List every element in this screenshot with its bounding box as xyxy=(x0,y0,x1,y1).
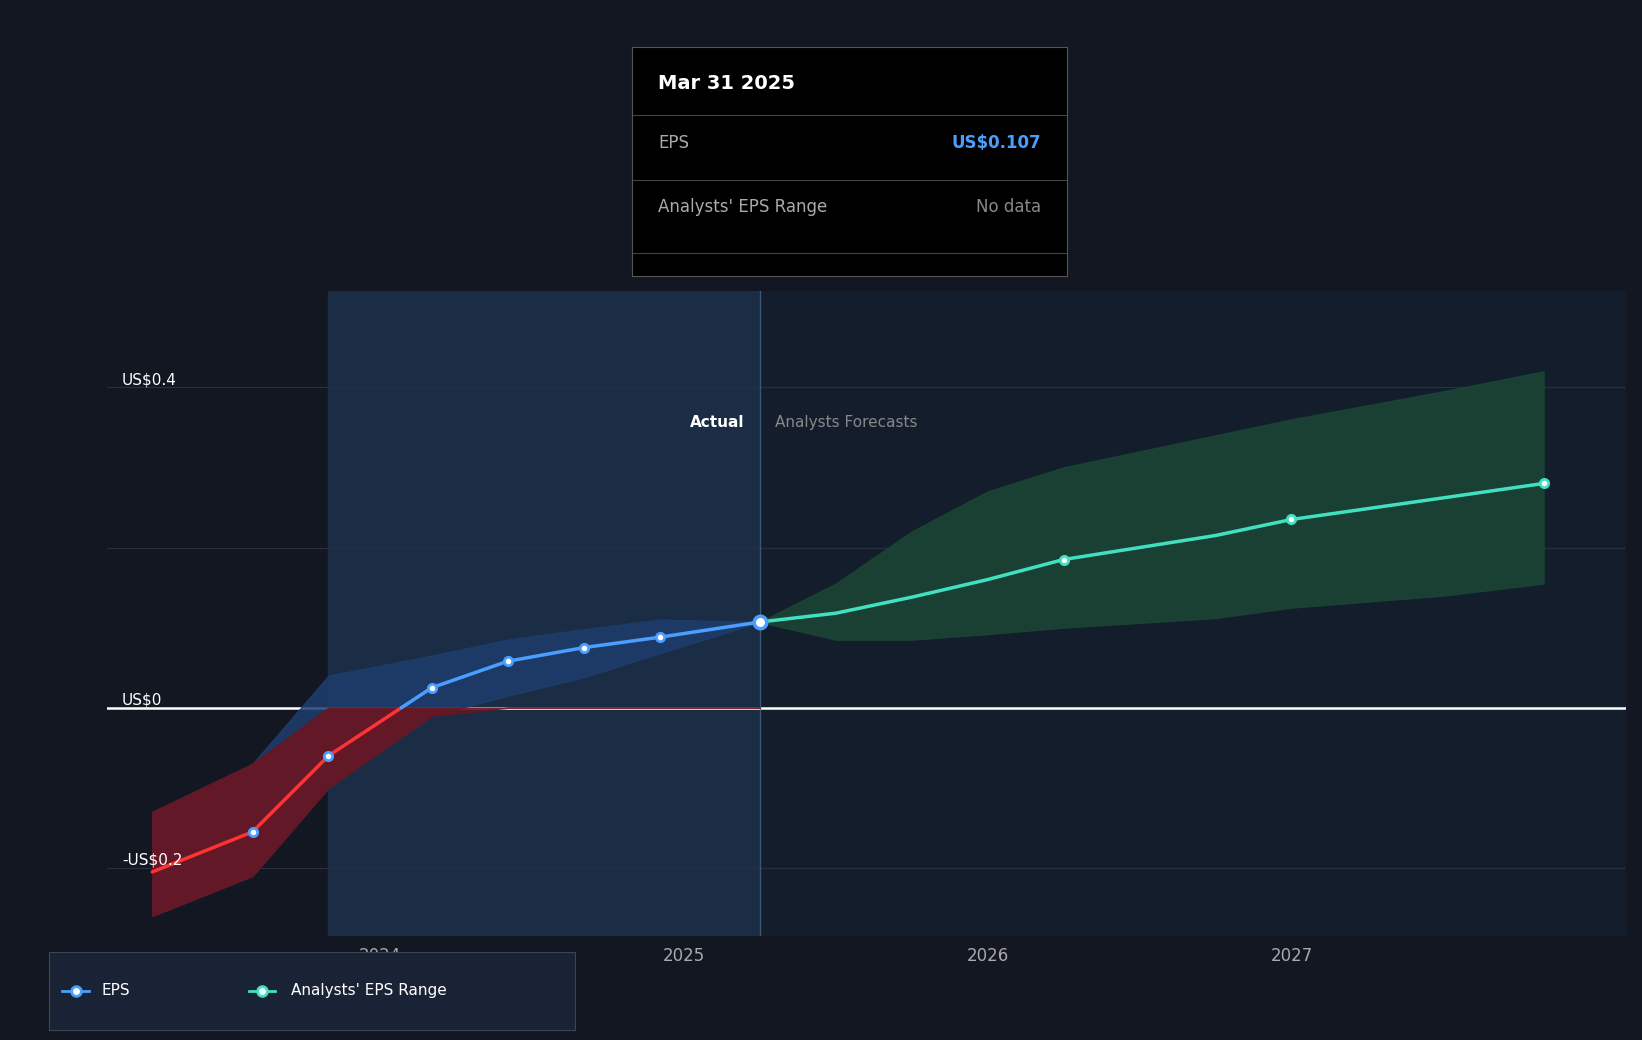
Text: Actual: Actual xyxy=(690,415,744,431)
Text: US$0.107: US$0.107 xyxy=(952,134,1041,152)
Bar xyxy=(107,291,328,936)
Text: Analysts' EPS Range: Analysts' EPS Range xyxy=(658,198,828,216)
Text: Analysts' EPS Range: Analysts' EPS Range xyxy=(291,983,447,998)
Text: EPS: EPS xyxy=(102,983,130,998)
Bar xyxy=(760,291,1626,936)
Text: EPS: EPS xyxy=(658,134,690,152)
Text: Mar 31 2025: Mar 31 2025 xyxy=(658,74,795,94)
Text: US$0: US$0 xyxy=(122,693,163,707)
Text: No data: No data xyxy=(975,198,1041,216)
Bar xyxy=(328,291,760,936)
Text: Analysts Forecasts: Analysts Forecasts xyxy=(775,415,918,431)
Text: -US$0.2: -US$0.2 xyxy=(122,853,182,868)
Text: US$0.4: US$0.4 xyxy=(122,372,177,387)
